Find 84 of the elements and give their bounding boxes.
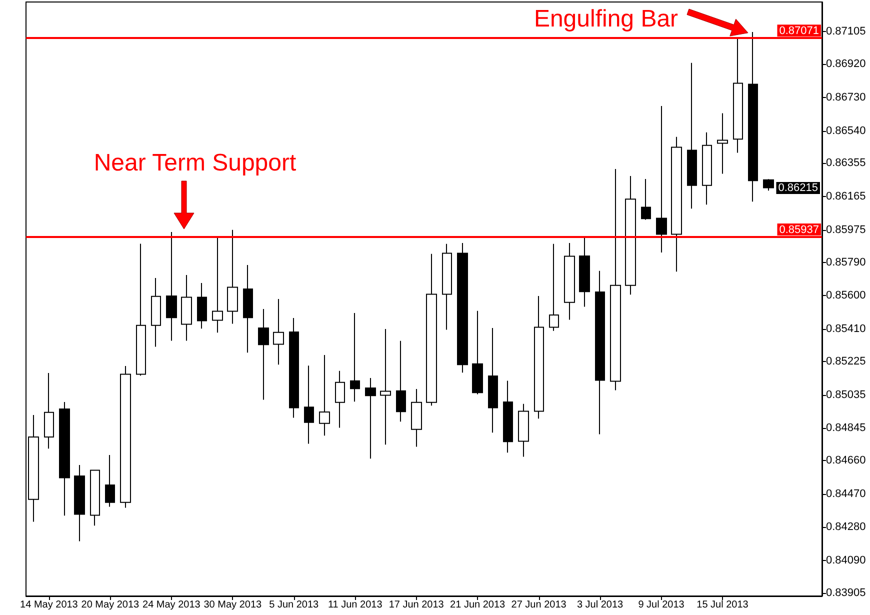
annotation: Near Term Support	[94, 150, 296, 176]
x-tick-label: 15 Jul 2013	[696, 600, 749, 610]
y-tick-label: 0.85410	[826, 323, 866, 335]
y-tick-label: 0.84280	[826, 521, 866, 534]
candlestick	[289, 317, 299, 418]
candlestick	[120, 366, 131, 508]
candlestick	[457, 242, 468, 374]
y-tick-label: 0.85600	[826, 290, 866, 302]
candlestick	[243, 264, 253, 354]
candlestick	[181, 274, 192, 342]
candlestick	[74, 464, 85, 542]
candlestick	[748, 32, 758, 202]
candlestick	[717, 112, 728, 174]
y-tick-label: 0.85975	[826, 224, 866, 236]
y-tick-label: 0.84845	[826, 422, 866, 434]
candlestick	[90, 469, 100, 526]
candlestick	[595, 270, 605, 435]
candlestick	[503, 380, 513, 454]
candlestick	[656, 106, 667, 254]
y-tick-label: 0.87105	[826, 26, 866, 38]
text: 0.86215	[778, 182, 818, 194]
x-tick-label: 24 May 2013	[142, 600, 201, 610]
x-tick-label: 21 Jun 2013	[450, 600, 506, 610]
candlestick	[763, 178, 774, 192]
candlestick	[59, 401, 70, 516]
candlestick	[151, 277, 161, 348]
candlestick	[273, 298, 284, 366]
annotation: Engulfing Bar	[534, 6, 678, 32]
x-tick-label: 17 Jun 2013	[388, 600, 444, 610]
candlestick	[625, 176, 636, 296]
y-tick-label: 0.83905	[826, 587, 866, 600]
x-tick-label: 5 Jun 2013	[269, 600, 320, 610]
x-tick-label: 3 Jul 2013	[576, 600, 624, 610]
y-tick-label: 0.86920	[826, 58, 866, 70]
candlestick	[472, 310, 483, 395]
y-tick-label: 0.85035	[826, 388, 866, 401]
candlestick	[304, 365, 314, 444]
candlestick	[28, 414, 39, 522]
candlestick	[365, 377, 376, 460]
y-tick-label: 0.85790	[826, 256, 866, 268]
ref-line-label: 0.85937	[779, 224, 819, 236]
candlestick	[258, 308, 269, 400]
candlestick	[44, 372, 54, 450]
candlestick	[534, 296, 544, 420]
x-tick-label: 9 Jul 2013	[638, 600, 685, 610]
y-tick-label: 0.86540	[826, 124, 866, 137]
candlestick	[426, 253, 437, 406]
candlestick	[136, 243, 146, 376]
candlestick	[166, 231, 177, 342]
candlestick	[227, 229, 238, 324]
y-tick-label: 0.84090	[826, 554, 866, 567]
candlestick	[671, 136, 682, 272]
y-tick-label: 0.84660	[826, 454, 866, 467]
candlestick	[733, 37, 743, 154]
candlestick	[319, 354, 330, 436]
candlestick	[335, 370, 345, 428]
x-tick-label: 20 May 2013	[81, 600, 140, 610]
candlestick	[564, 242, 575, 320]
candlestick	[350, 312, 360, 402]
y-tick-label: 0.86355	[826, 157, 866, 170]
candlestick	[610, 168, 621, 391]
candlestick	[442, 243, 452, 330]
candlestick	[380, 328, 391, 446]
candlestick	[687, 62, 697, 210]
x-tick-label: 27 Jun 2013	[511, 600, 567, 610]
x-tick-label: 11 Jun 2013	[328, 600, 383, 610]
y-tick-label: 0.86165	[826, 190, 866, 203]
y-tick-label: 0.85225	[826, 355, 866, 368]
ref-line-label: 0.87071	[779, 25, 819, 38]
y-tick-label: 0.86730	[826, 91, 866, 104]
candlestick	[197, 282, 207, 330]
candlestick	[212, 236, 223, 334]
x-tick-label: 14 May 2013	[20, 600, 78, 610]
candlestick	[105, 454, 115, 508]
candlestick	[641, 178, 651, 220]
candlestick	[488, 327, 498, 434]
x-tick-label: 30 May 2013	[204, 600, 262, 610]
candlestick	[518, 403, 529, 458]
candlestick	[396, 340, 406, 422]
y-tick-label: 0.84470	[826, 488, 866, 500]
candlestick	[702, 132, 712, 206]
candlestick	[579, 236, 590, 308]
candlestick	[549, 243, 559, 332]
candlestick	[411, 388, 422, 448]
